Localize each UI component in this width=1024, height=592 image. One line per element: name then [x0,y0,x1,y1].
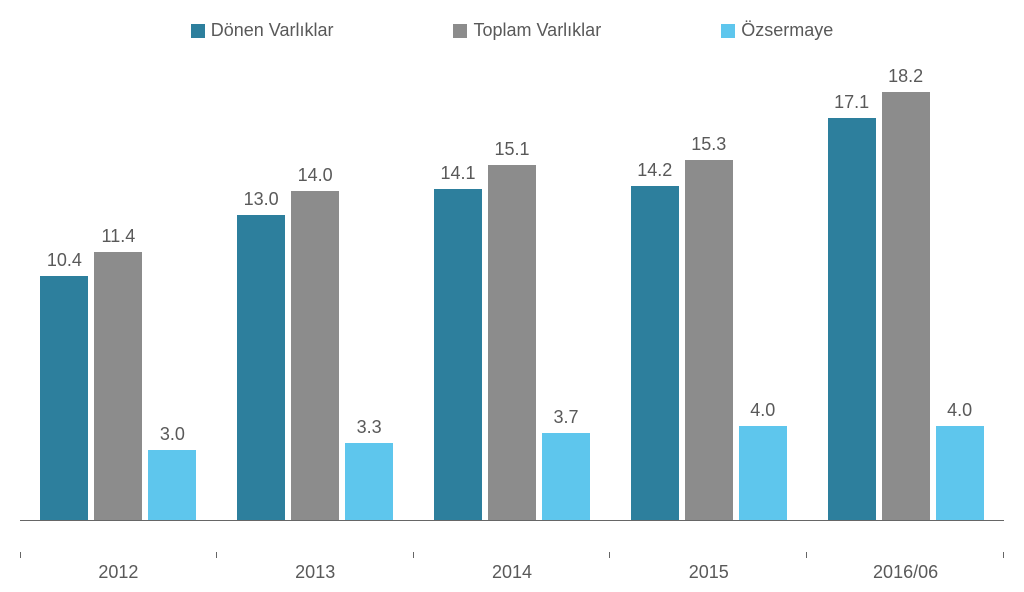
bar-value-label: 17.1 [834,92,869,113]
bar-toplam: 11.4 [94,252,142,520]
bar-group: 13.0 14.0 3.3 [237,191,393,520]
bar-ozsermaye: 3.0 [148,450,196,521]
x-tick-label: 2015 [689,562,729,582]
bar-value-label: 14.2 [637,160,672,181]
bar-donen: 14.2 [631,186,679,520]
x-tick-label: 2012 [98,562,138,582]
legend-item-ozsermaye: Özsermaye [721,20,833,41]
bar-value-label: 4.0 [750,400,775,421]
legend-label: Özsermaye [741,20,833,41]
bar-toplam: 18.2 [882,92,930,520]
bar-group: 17.1 18.2 4.0 [828,92,984,520]
bar-value-label: 18.2 [888,66,923,87]
bar-value-label: 3.3 [357,417,382,438]
legend-swatch [453,24,467,38]
legend-label: Dönen Varlıklar [211,20,334,41]
x-tick: 2014 [414,552,611,592]
bar-group: 14.1 15.1 3.7 [434,165,590,520]
legend-label: Toplam Varlıklar [473,20,601,41]
legend-swatch [721,24,735,38]
bar-value-label: 13.0 [244,189,279,210]
bar-ozsermaye: 3.7 [542,433,590,520]
bar-toplam: 15.3 [685,160,733,520]
bar-value-label: 4.0 [947,400,972,421]
legend: Dönen Varlıklar Toplam Varlıklar Özserma… [20,20,1004,41]
x-tick-label: 2014 [492,562,532,582]
x-tick: 2012 [20,552,217,592]
x-tick-label: 2016/06 [873,562,938,582]
bar-value-label: 3.7 [553,407,578,428]
bar-value-label: 14.0 [298,165,333,186]
bar-ozsermaye: 3.3 [345,443,393,521]
bar-chart: Dönen Varlıklar Toplam Varlıklar Özserma… [0,0,1024,592]
bar-value-label: 3.0 [160,424,185,445]
bar-group: 14.2 15.3 4.0 [631,160,787,520]
x-tick: 2015 [610,552,807,592]
bar-value-label: 14.1 [440,163,475,184]
bar-toplam: 14.0 [291,191,339,520]
bar-value-label: 15.1 [494,139,529,160]
plot-area: 10.4 11.4 3.0 13.0 14.0 3.3 14.1 [20,51,1004,521]
bar-donen: 17.1 [828,118,876,520]
x-tick-label: 2013 [295,562,335,582]
bar-value-label: 10.4 [47,250,82,271]
bar-value-label: 11.4 [102,226,136,247]
bar-donen: 14.1 [434,189,482,520]
bar-donen: 13.0 [237,215,285,521]
bar-group: 10.4 11.4 3.0 [40,252,196,520]
x-axis: 2012 2013 2014 2015 2016/06 [20,552,1004,592]
legend-swatch [191,24,205,38]
bar-toplam: 15.1 [488,165,536,520]
legend-item-toplam: Toplam Varlıklar [453,20,601,41]
bar-ozsermaye: 4.0 [936,426,984,520]
legend-item-donen: Dönen Varlıklar [191,20,334,41]
bar-value-label: 15.3 [691,134,726,155]
x-tick: 2013 [217,552,414,592]
bar-ozsermaye: 4.0 [739,426,787,520]
bar-donen: 10.4 [40,276,88,520]
x-tick: 2016/06 [807,552,1004,592]
